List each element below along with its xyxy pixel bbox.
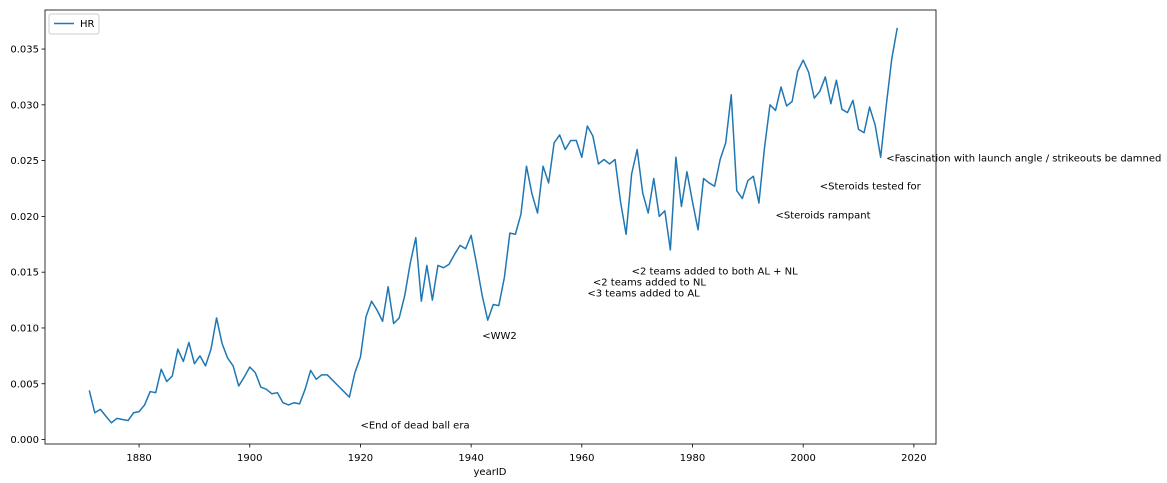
series-line-hr [88,27,898,424]
y-tick-label-1: 0.005 [10,379,39,390]
annotation-6: <Steroids tested for [820,182,922,193]
legend: HR [48,13,100,35]
annotation-5: <Steroids rampant [776,211,871,222]
x-tick-label-1900: 1900 [237,453,262,464]
annotation-layer: <End of dead ball era <WW2 <3 teams added … [360,154,1161,432]
y-tick-label-0: 0.000 [10,435,39,446]
annotation-1: <WW2 [482,331,517,342]
y-tick-label-3: 0.015 [10,268,39,279]
y-tick-label-4: 0.020 [10,212,39,223]
annotation-2: <3 teams added to AL [587,289,700,300]
data-layer [88,27,898,424]
y-tick-label-5: 0.025 [10,156,39,167]
x-tick-label-1960: 1960 [569,453,594,464]
x-tick-label-2020: 2020 [901,453,926,464]
x-tick-label-1940: 1940 [458,453,483,464]
x-tick-label-1880: 1880 [126,453,151,464]
annotation-7: <Fascination with launch angle / strikeo… [886,154,1161,165]
annotation-4: <2 teams added to both AL + NL [632,266,799,277]
plot-area [45,10,936,444]
annotation-0: <End of dead ball era [360,420,469,431]
x-axis-label: yearID [474,467,507,478]
y-tick-label-6: 0.030 [10,100,39,111]
y-tick-label-7: 0.035 [10,45,39,56]
legend-label-hr: HR [80,19,95,30]
annotation-3: <2 teams added to NL [593,278,706,289]
x-tick-label-1980: 1980 [680,453,705,464]
x-tick-label-1920: 1920 [348,453,373,464]
axes-frame [44,9,937,445]
axes-layer: 1880 1900 1920 1940 1960 1980 2000 2020 0.000 0.0… [10,9,937,464]
y-tick-label-2: 0.010 [10,323,39,334]
x-tick-label-2000: 2000 [790,453,815,464]
